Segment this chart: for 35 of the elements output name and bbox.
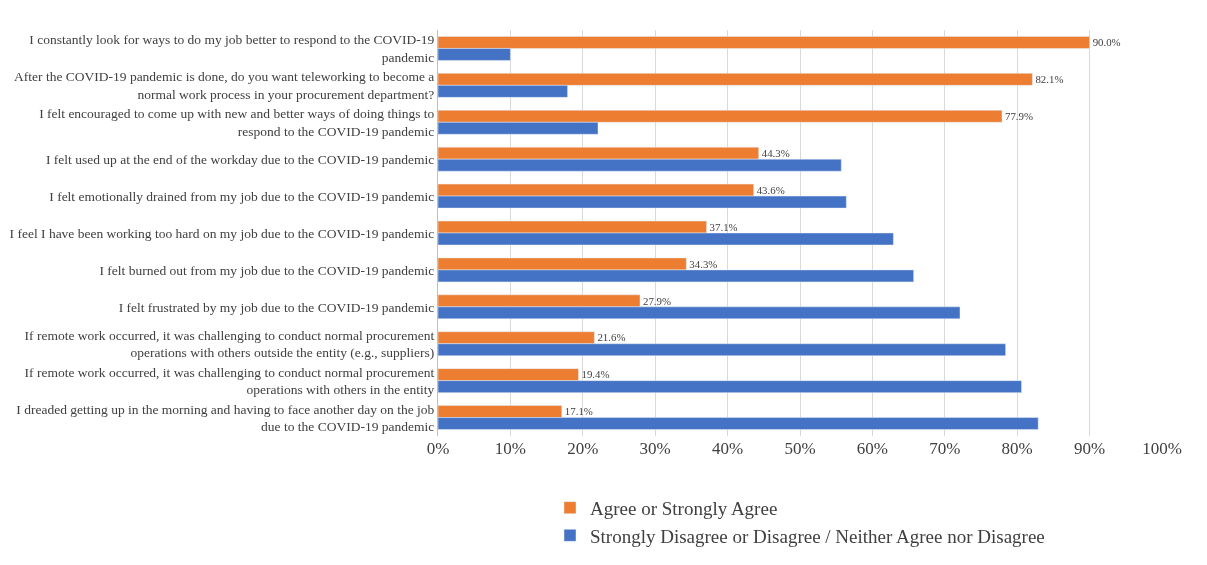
data-label: 90.0%: [1092, 36, 1121, 49]
x-tick-label: 60%: [856, 439, 888, 458]
y-tick-label: I feel I have been working too hard on my job due to the COVID-19 pandemic: [9, 225, 435, 241]
data-label: 27.9%: [643, 294, 672, 307]
y-tick-label: I dreaded getting up in the morning and having to face another day on the job due to the COVID-19 pandemic: [16, 401, 435, 435]
x-tick-label: 90%: [1074, 439, 1106, 458]
data-label: 37.1%: [709, 220, 738, 233]
x-tick-label: 70%: [929, 439, 961, 458]
x-tick-label: 40%: [712, 439, 744, 458]
data-label: 34.3%: [689, 257, 718, 270]
x-tick-label: 80%: [1001, 439, 1033, 458]
y-tick-label: If remote work occurred, it was challenging to conduct normal procurement operations with others outside the entity (e.g., suppliers): [24, 327, 435, 361]
x-tick-label: 30%: [639, 439, 671, 458]
y-tick-label: I felt used up at the end of the workday due to the COVID-19 pandemic: [45, 151, 435, 167]
data-label: 43.6%: [756, 183, 785, 196]
y-tick-label: I felt burned out from my job due to the COVID-19 pandemic: [99, 262, 435, 278]
x-tick-label: 100%: [1142, 439, 1182, 458]
y-tick-label: I felt emotionally drained from my job due to the COVID-19 pandemic: [49, 188, 435, 204]
x-tick-label: 50%: [784, 439, 816, 458]
y-tick-label: I constantly look for ways to do my job better to respond to the COVID-19 pandemic: [29, 32, 435, 65]
x-tick-label: 10%: [494, 439, 526, 458]
data-label: 82.1%: [1035, 73, 1064, 86]
legend-label: Strongly Disagree or Disagree / Neither Agree nor Disagree: [590, 525, 1045, 547]
x-tick-label: 0%: [426, 439, 450, 458]
y-tick-label: After the COVID-19 pandemic is done, do you want teleworking to become a normal work process in your procurement department?: [14, 69, 435, 102]
data-label: 44.3%: [761, 146, 790, 159]
x-tick-label: 20%: [567, 439, 599, 458]
y-tick-label: If remote work occurred, it was challenging to conduct normal procurement operations with others in the entity: [24, 364, 435, 398]
y-tick-label: I felt encouraged to come up with new and better ways of doing things to respond to the COVID-19 pandemic: [39, 106, 435, 139]
data-label: 77.9%: [1005, 109, 1033, 122]
y-tick-label: I felt frustrated by my job due to the COVID-19 pandemic: [118, 299, 435, 315]
data-label: 21.6%: [597, 331, 626, 344]
legend-label: Agree or Strongly Agree: [590, 498, 778, 520]
data-label: 17.1%: [564, 405, 593, 418]
data-label: 19.4%: [581, 368, 610, 381]
